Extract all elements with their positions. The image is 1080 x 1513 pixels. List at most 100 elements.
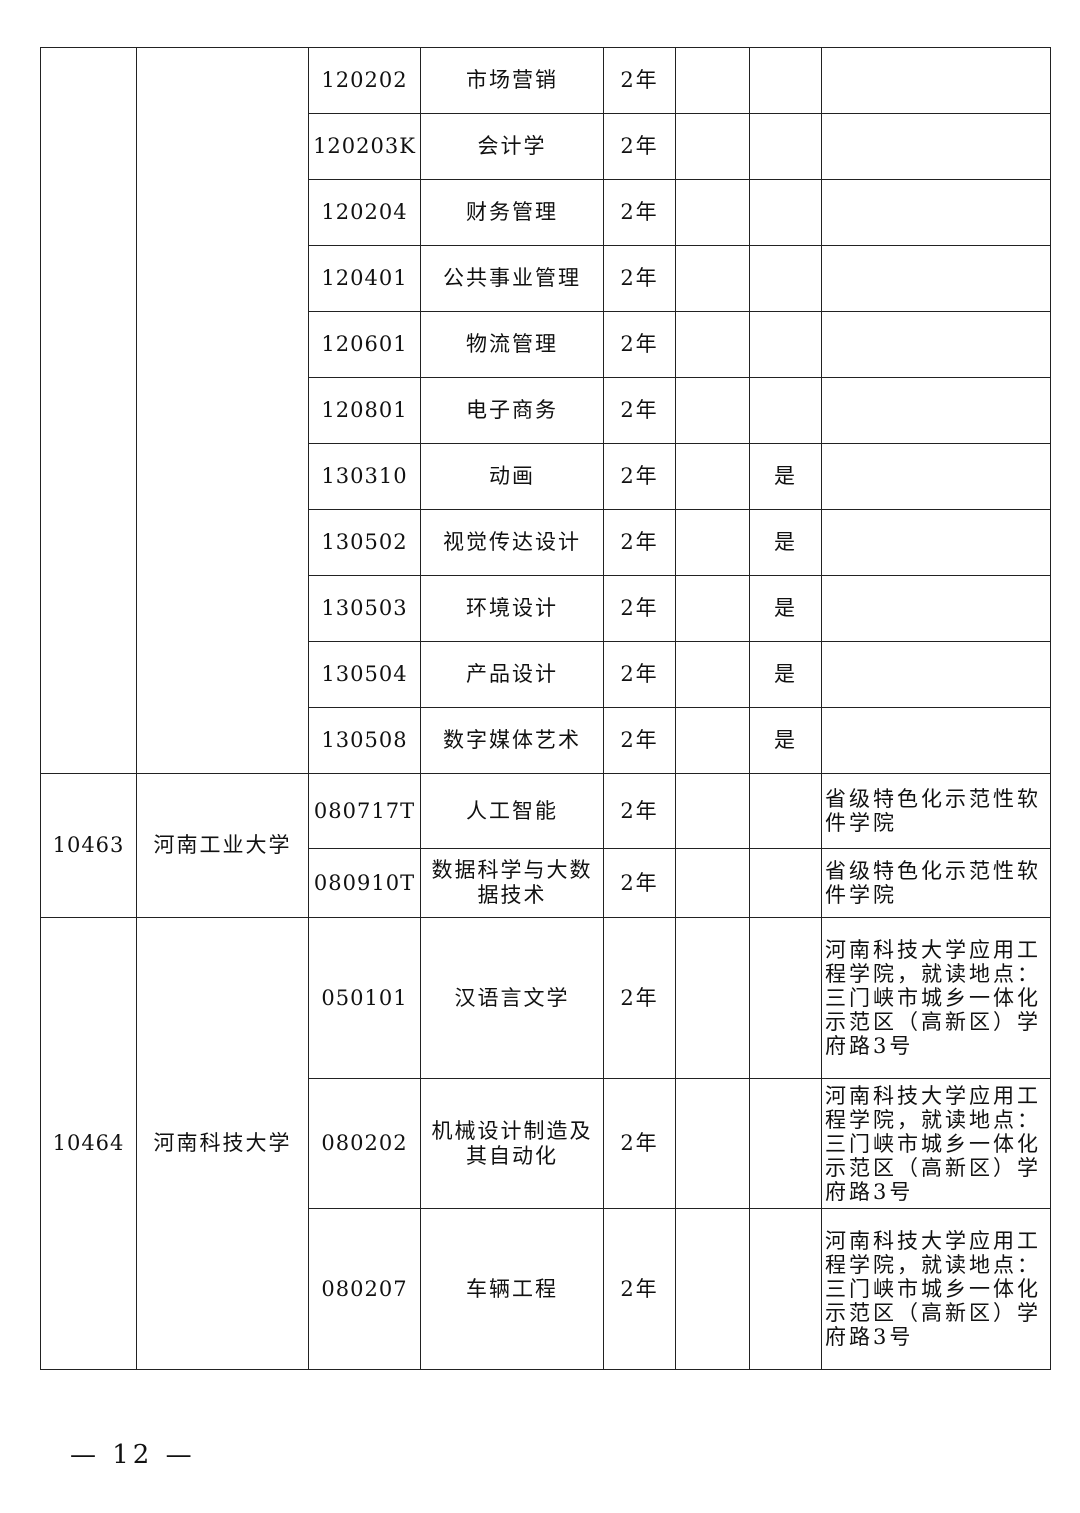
institution-code-cell xyxy=(40,47,137,774)
major-code-cell: 120202 xyxy=(308,47,421,114)
major-name-cell: 动画 xyxy=(420,443,604,510)
column-7-cell xyxy=(749,47,822,114)
column-7-cell: 是 xyxy=(749,575,822,642)
duration-cell: 2年 xyxy=(603,575,676,642)
table-row: 10463 河南工业大学 080717T 人工智能 2年 省级特色化示范性软件学院 xyxy=(40,773,1051,918)
major-name-cell: 车辆工程 xyxy=(420,1208,604,1370)
major-name-cell: 视觉传达设计 xyxy=(420,509,604,576)
major-code-cell: 080207 xyxy=(308,1208,421,1370)
note-cell xyxy=(821,707,1051,774)
duration-cell: 2年 xyxy=(603,707,676,774)
note-cell: 河南科技大学应用工程学院，就读地点：三门峡市城乡一体化示范区（高新区）学府路3号 xyxy=(821,1078,1051,1209)
note-cell xyxy=(821,245,1051,312)
column-6-cell xyxy=(675,47,750,114)
note-cell xyxy=(821,377,1051,444)
major-name-cell: 市场营销 xyxy=(420,47,604,114)
major-name-cell: 公共事业管理 xyxy=(420,245,604,312)
column-6-cell xyxy=(675,773,750,849)
column-7-cell xyxy=(749,773,822,849)
institution-name-cell xyxy=(136,47,309,774)
major-code-cell: 120401 xyxy=(308,245,421,312)
column-7-cell: 是 xyxy=(749,707,822,774)
major-code-cell: 080202 xyxy=(308,1078,421,1209)
column-7-cell xyxy=(749,311,822,378)
duration-cell: 2年 xyxy=(603,47,676,114)
duration-cell: 2年 xyxy=(603,1078,676,1209)
duration-cell: 2年 xyxy=(603,773,676,849)
major-code-cell: 130503 xyxy=(308,575,421,642)
duration-cell: 2年 xyxy=(603,311,676,378)
note-cell: 省级特色化示范性软件学院 xyxy=(821,773,1051,849)
column-7-cell xyxy=(749,113,822,180)
duration-cell: 2年 xyxy=(603,245,676,312)
major-name-cell: 人工智能 xyxy=(420,773,604,849)
major-code-cell: 120601 xyxy=(308,311,421,378)
note-cell xyxy=(821,113,1051,180)
note-cell: 河南科技大学应用工程学院，就读地点：三门峡市城乡一体化示范区（高新区）学府路3号 xyxy=(821,1208,1051,1370)
duration-cell: 2年 xyxy=(603,377,676,444)
column-6-cell xyxy=(675,917,750,1079)
major-code-cell: 130508 xyxy=(308,707,421,774)
column-7-cell xyxy=(749,1208,822,1370)
column-7-cell: 是 xyxy=(749,641,822,708)
table-row: 120204 财务管理 2年 xyxy=(41,179,1051,246)
duration-cell: 2年 xyxy=(603,113,676,180)
column-7-cell xyxy=(749,848,822,918)
table-row: 130508 数字媒体艺术 2年 是 xyxy=(41,707,1051,774)
note-cell xyxy=(821,443,1051,510)
major-name-cell: 汉语言文学 xyxy=(420,917,604,1079)
table-row: 080207 车辆工程 2年 河南科技大学应用工程学院，就读地点：三门峡市城乡一体化示… xyxy=(41,1208,1051,1370)
column-7-cell xyxy=(749,179,822,246)
table-row: 080202 机械设计制造及其自动化 2年 河南科技大学应用工程学院，就读地点：三门峡… xyxy=(41,1078,1051,1209)
column-6-cell xyxy=(675,575,750,642)
major-code-cell: 080910T xyxy=(308,848,421,918)
duration-cell: 2年 xyxy=(603,917,676,1079)
note-cell xyxy=(821,575,1051,642)
column-6-cell xyxy=(675,443,750,510)
major-name-cell: 数据科学与大数据技术 xyxy=(420,848,604,918)
majors-table: 120202 市场营销 2年 120203K 会计学 2年 120204 财务管理 2年 1204… xyxy=(40,47,1051,1370)
major-code-cell: 120801 xyxy=(308,377,421,444)
note-cell xyxy=(821,641,1051,708)
note-cell xyxy=(821,47,1051,114)
major-name-cell: 数字媒体艺术 xyxy=(420,707,604,774)
table-row: 130502 视觉传达设计 2年 是 xyxy=(41,509,1051,576)
institution-name-cell: 河南工业大学 xyxy=(136,773,309,918)
major-code-cell: 130310 xyxy=(308,443,421,510)
institution-code-cell: 10464 xyxy=(40,917,137,1370)
duration-cell: 2年 xyxy=(603,509,676,576)
major-name-cell: 物流管理 xyxy=(420,311,604,378)
institution-name-cell: 河南科技大学 xyxy=(136,917,309,1370)
duration-cell: 2年 xyxy=(603,443,676,510)
table-row: 130503 环境设计 2年 是 xyxy=(41,575,1051,642)
column-7-cell xyxy=(749,1078,822,1209)
column-7-cell: 是 xyxy=(749,443,822,510)
column-6-cell xyxy=(675,641,750,708)
duration-cell: 2年 xyxy=(603,641,676,708)
major-name-cell: 产品设计 xyxy=(420,641,604,708)
major-name-cell: 会计学 xyxy=(420,113,604,180)
table-row: 120601 物流管理 2年 xyxy=(41,311,1051,378)
table-row: 10464 河南科技大学 050101 汉语言文学 2年 河南科技大学应用工程学院，就读地… xyxy=(40,917,1051,1370)
major-code-cell: 130502 xyxy=(308,509,421,576)
major-code-cell: 050101 xyxy=(308,917,421,1079)
major-code-cell: 120204 xyxy=(308,179,421,246)
table-row: 120401 公共事业管理 2年 xyxy=(41,245,1051,312)
major-code-cell: 120203K xyxy=(308,113,421,180)
major-code-cell: 080717T xyxy=(308,773,421,849)
major-name-cell: 环境设计 xyxy=(420,575,604,642)
note-cell xyxy=(821,509,1051,576)
table-row: 130310 动画 2年 是 xyxy=(41,443,1051,510)
note-cell: 省级特色化示范性软件学院 xyxy=(821,848,1051,918)
note-cell: 河南科技大学应用工程学院，就读地点：三门峡市城乡一体化示范区（高新区）学府路3号 xyxy=(821,917,1051,1079)
column-6-cell xyxy=(675,1078,750,1209)
duration-cell: 2年 xyxy=(603,1208,676,1370)
duration-cell: 2年 xyxy=(603,179,676,246)
page-number: — 12 — xyxy=(70,1440,196,1470)
column-7-cell xyxy=(749,917,822,1079)
column-6-cell xyxy=(675,1208,750,1370)
institution-code-cell: 10463 xyxy=(40,773,137,918)
major-name-cell: 机械设计制造及其自动化 xyxy=(420,1078,604,1209)
table-row: 080910T 数据科学与大数据技术 2年 省级特色化示范性软件学院 xyxy=(41,848,1051,918)
column-7-cell: 是 xyxy=(749,509,822,576)
